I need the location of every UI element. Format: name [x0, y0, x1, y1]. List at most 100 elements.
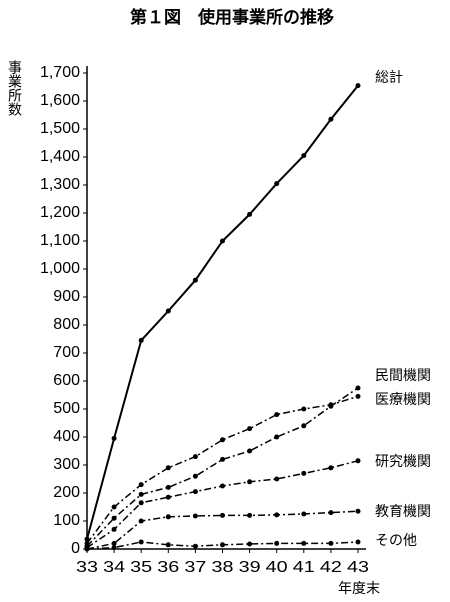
y-tick-label: 1,200 [40, 204, 80, 221]
point [274, 434, 280, 440]
point [247, 448, 253, 454]
point [247, 211, 253, 217]
y-tick-label: 1,300 [40, 176, 80, 193]
x-tick-label: 43 [347, 559, 369, 576]
point [84, 540, 90, 546]
point [301, 470, 307, 476]
point [165, 494, 171, 500]
point [111, 504, 117, 510]
point [192, 513, 198, 519]
point [247, 541, 253, 547]
x-tick-label: 36 [157, 559, 179, 576]
series-line [86, 510, 359, 550]
point [138, 539, 144, 545]
series-label: 総計 [375, 70, 403, 86]
y-tick-label: 1,500 [40, 120, 80, 137]
y-tick-label: 0 [71, 540, 80, 557]
point [138, 518, 144, 524]
point [247, 479, 253, 485]
point [328, 540, 334, 546]
series-label: その他 [375, 533, 417, 549]
y-tick-label: 1,700 [40, 64, 80, 81]
series-line [86, 387, 359, 547]
x-tick-label: 39 [239, 559, 261, 576]
point [355, 539, 361, 545]
point [220, 437, 225, 443]
point [111, 526, 117, 532]
point [301, 423, 307, 429]
y-tick-label: 800 [53, 316, 80, 333]
x-tick-label: 37 [184, 559, 206, 576]
point [84, 546, 90, 552]
series-label: 研究機関 [375, 454, 431, 470]
point [301, 540, 307, 546]
y-tick-label: 1,400 [40, 148, 80, 165]
point [328, 465, 334, 471]
chart-title: 第１図 使用事業所の推移 [130, 7, 334, 28]
point [192, 473, 198, 479]
point [138, 337, 144, 343]
point [220, 512, 225, 518]
point [111, 435, 117, 441]
point [111, 515, 117, 521]
point [192, 454, 198, 460]
point [192, 489, 198, 495]
point [138, 482, 144, 488]
point [247, 512, 253, 518]
y-tick-label: 500 [53, 400, 80, 417]
point [274, 540, 280, 546]
y-axis-label: 事業所数 [6, 60, 22, 116]
point [274, 181, 280, 187]
point [165, 308, 171, 314]
point [328, 116, 334, 122]
point [328, 510, 334, 516]
point [138, 491, 144, 497]
y-tick-label: 600 [53, 372, 80, 389]
point [355, 508, 361, 514]
y-tick-label: 200 [53, 484, 80, 501]
point [165, 484, 171, 490]
series-label: 教育機関 [375, 504, 431, 520]
series-label: 民間機関 [375, 368, 431, 384]
point [220, 456, 225, 462]
point [247, 426, 253, 432]
point [328, 402, 334, 408]
series-line [86, 460, 359, 549]
point [274, 412, 280, 418]
point [138, 500, 144, 506]
series-line [86, 84, 359, 540]
y-tick-label: 900 [53, 288, 80, 305]
point [274, 476, 280, 482]
y-tick-label: 1,600 [40, 92, 80, 109]
point [84, 536, 90, 542]
x-tick-label: 35 [130, 559, 152, 576]
y-tick-label: 100 [53, 512, 80, 529]
series-label: 医療機関 [375, 391, 431, 408]
point [301, 406, 307, 412]
x-tick-label: 42 [320, 559, 342, 576]
point [111, 540, 117, 546]
point [165, 465, 171, 471]
point [165, 542, 171, 548]
y-tick-label: 700 [53, 344, 80, 361]
point [274, 512, 280, 518]
point [192, 543, 198, 549]
point [355, 385, 361, 391]
x-tick-label: 38 [212, 559, 234, 576]
point [111, 545, 117, 551]
point [355, 393, 361, 399]
y-tick-label: 1,000 [40, 260, 80, 277]
x-tick-label: 34 [103, 559, 125, 576]
x-tick-label: 41 [293, 559, 315, 576]
x-tick-label: 33 [76, 559, 98, 576]
point [220, 542, 225, 548]
point [355, 458, 361, 464]
x-tick-label: 40 [266, 559, 288, 576]
x-axis-label: 年度末 [338, 581, 380, 597]
y-tick-label: 400 [53, 428, 80, 445]
point [355, 83, 361, 89]
point [165, 514, 171, 520]
y-tick-label: 300 [53, 456, 80, 473]
point [192, 277, 198, 283]
